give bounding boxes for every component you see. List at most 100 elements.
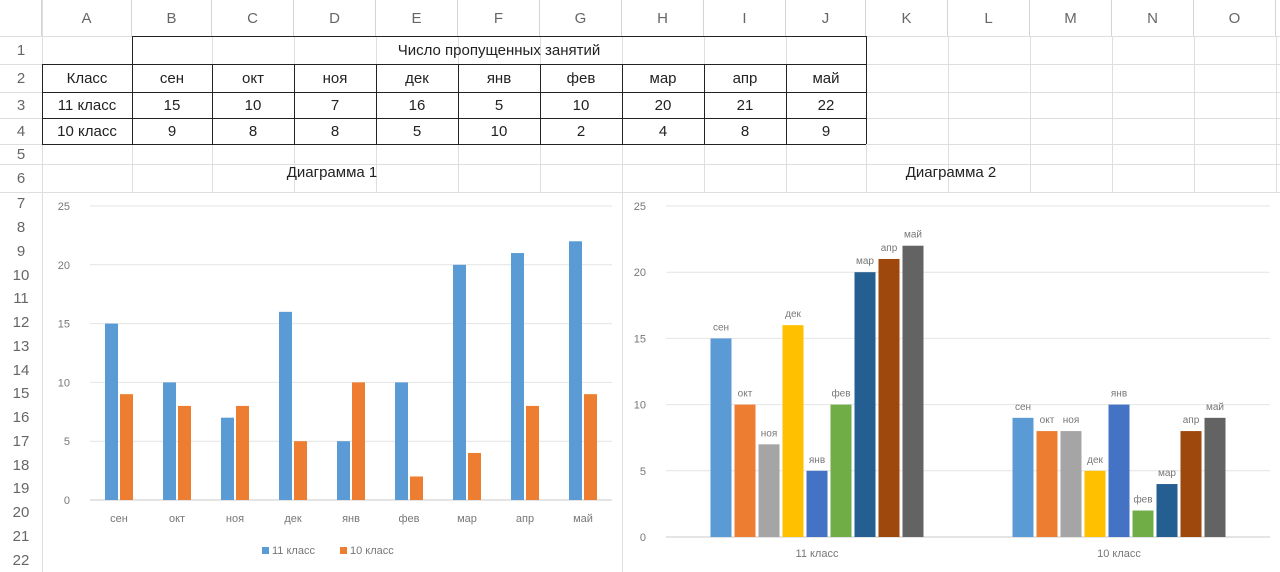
value-cell[interactable]: 9 (821, 122, 831, 140)
data-label: мар (856, 256, 874, 267)
row-header-9[interactable]: 9 (16, 242, 26, 260)
value-cell[interactable]: 8 (330, 122, 340, 140)
row-header-7[interactable]: 7 (16, 195, 26, 213)
row-header-19[interactable]: 19 (12, 480, 30, 498)
row-header-10[interactable]: 10 (12, 266, 30, 284)
column-header-j[interactable]: J (786, 0, 866, 36)
data-label: фев (831, 388, 850, 400)
value-cell[interactable]: 16 (408, 96, 426, 114)
row-header-12[interactable]: 12 (12, 314, 30, 332)
row-header-21[interactable]: 21 (12, 527, 30, 545)
value-cell[interactable]: 10 (572, 96, 590, 114)
value-cell[interactable]: 15 (163, 96, 181, 114)
table-border (132, 36, 133, 144)
table-header-merged[interactable]: Число пропущенных занятий (397, 41, 601, 59)
column-header-g[interactable]: G (540, 0, 622, 36)
value-cell[interactable]: 5 (412, 122, 422, 140)
chart2-title: Диаграмма 2 (905, 164, 997, 181)
row-header-20[interactable]: 20 (12, 504, 30, 522)
bar (410, 476, 423, 500)
row-header-6[interactable]: 6 (16, 169, 26, 187)
row-header-15[interactable]: 15 (12, 385, 30, 403)
bar (1060, 431, 1082, 537)
month-header-3[interactable]: ноя (322, 69, 348, 87)
column-header-c[interactable]: C (212, 0, 294, 36)
data-label: окт (738, 389, 753, 400)
value-cell[interactable]: 4 (658, 122, 668, 140)
row-header-5[interactable]: 5 (16, 145, 26, 163)
legend-label: 11 класс (272, 545, 315, 557)
row-header-1[interactable]: 1 (16, 41, 26, 59)
column-header-e[interactable]: E (376, 0, 458, 36)
value-cell[interactable]: 10 (244, 96, 262, 114)
value-cell[interactable]: 10 (490, 122, 508, 140)
x-tick-label: ноя (226, 513, 244, 525)
bar (806, 470, 828, 537)
month-header-1[interactable]: сен (159, 69, 185, 87)
chart2[interactable]: 0510152025сеноктноядекянвфевмарапрмай11 … (622, 192, 1280, 570)
month-header-7[interactable]: мар (649, 69, 677, 87)
table-border (42, 64, 43, 144)
row-header-13[interactable]: 13 (12, 337, 30, 355)
month-header-5[interactable]: янв (486, 69, 512, 87)
row-header-18[interactable]: 18 (12, 456, 30, 474)
value-cell[interactable]: 2 (576, 122, 586, 140)
value-cell[interactable]: 9 (167, 122, 177, 140)
bar (854, 272, 876, 537)
value-cell[interactable]: 8 (248, 122, 258, 140)
bar (1036, 431, 1058, 537)
x-tick-label: май (573, 513, 593, 525)
bar (105, 323, 118, 500)
column-header-a[interactable]: A (42, 0, 132, 36)
y-tick-label: 15 (58, 319, 70, 331)
bar (279, 311, 292, 500)
data-label: апр (1183, 415, 1200, 426)
row-header-8[interactable]: 8 (16, 219, 26, 237)
month-header-6[interactable]: фев (566, 69, 596, 87)
value-cell[interactable]: 21 (736, 96, 754, 114)
month-header-2[interactable]: окт (242, 69, 264, 87)
x-tick-label: фев (398, 513, 419, 525)
bar (878, 258, 900, 537)
column-header-k[interactable]: K (866, 0, 948, 36)
bar (221, 417, 234, 500)
bar (710, 338, 732, 537)
value-cell[interactable]: 5 (494, 96, 504, 114)
y-tick-label: 25 (58, 201, 70, 213)
row-header-3[interactable]: 3 (16, 96, 26, 114)
value-cell[interactable]: 22 (817, 96, 835, 114)
value-cell[interactable]: 20 (654, 96, 672, 114)
select-all-corner[interactable] (0, 0, 42, 36)
row-header-2[interactable]: 2 (16, 69, 26, 87)
column-header-n[interactable]: N (1112, 0, 1194, 36)
data-label: дек (1087, 455, 1103, 466)
table-border (42, 118, 866, 119)
table-border (704, 64, 705, 144)
column-header-l[interactable]: L (948, 0, 1030, 36)
month-header-4[interactable]: дек (405, 69, 429, 87)
chart1[interactable]: 0 5 10 15 20 25 сен окт ноя дек янв фев мар апр май 11 … (42, 192, 622, 570)
column-header-d[interactable]: D (294, 0, 376, 36)
row-header-4[interactable]: 4 (16, 122, 26, 140)
row-label-cell[interactable]: 10 класс (57, 122, 117, 140)
row-header-14[interactable]: 14 (12, 361, 30, 379)
column-header-h[interactable]: H (622, 0, 704, 36)
bar (1180, 431, 1202, 537)
row-label-cell[interactable]: 11 класс (57, 96, 117, 114)
row-header-22[interactable]: 22 (12, 551, 30, 569)
month-header-9[interactable]: май (812, 69, 840, 87)
column-header-b[interactable]: B (132, 0, 212, 36)
column-header-o[interactable]: O (1194, 0, 1276, 36)
month-header-8[interactable]: апр (732, 69, 758, 87)
row-header-16[interactable]: 16 (12, 409, 30, 427)
data-label: окт (1040, 415, 1055, 426)
value-cell[interactable]: 8 (740, 122, 750, 140)
data-label: май (1206, 402, 1224, 413)
column-header-m[interactable]: M (1030, 0, 1112, 36)
row-header-11[interactable]: 11 (13, 290, 29, 308)
column-header-f[interactable]: F (458, 0, 540, 36)
row-header-17[interactable]: 17 (12, 432, 30, 450)
column-header-i[interactable]: I (704, 0, 786, 36)
value-cell[interactable]: 7 (330, 96, 340, 114)
class-header-cell[interactable]: Класс (66, 69, 108, 87)
